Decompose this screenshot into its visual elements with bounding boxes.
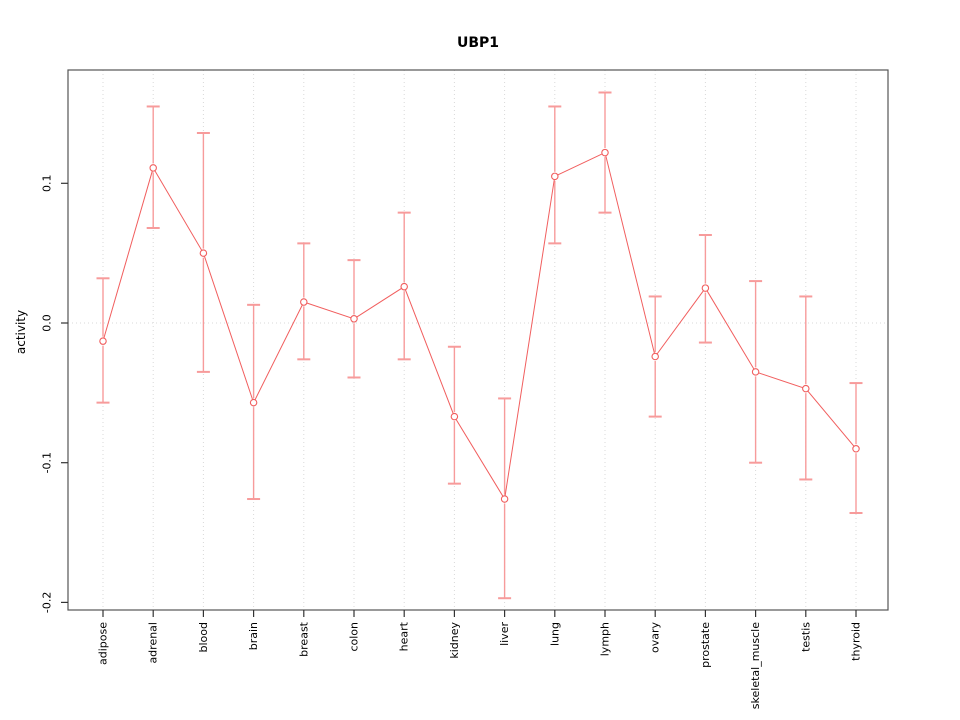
x-tick-label: breast [297,621,310,657]
x-tick-label: kidney [448,622,461,659]
x-tick-label: heart [398,621,411,651]
x-tick-label: colon [348,622,361,652]
x-tick-label: adipose [97,622,110,665]
error-bars-layer [96,91,863,600]
y-axis-label: activity [14,310,28,354]
data-points-layer [99,148,860,503]
gridlines-layer [68,70,888,610]
data-point [852,444,860,453]
x-tick-label: testis [799,622,812,652]
x-tick-label: liver [498,622,511,646]
chart-title: UBP1 [457,35,499,51]
data-point [249,398,258,407]
data-point [802,384,810,393]
data-point [551,172,559,181]
plot-box [67,69,889,611]
y-tick-label: -0.2 [41,592,54,613]
data-point [350,315,358,323]
x-tick-label: ovary [649,622,662,654]
data-point [500,495,509,503]
x-tick-label: prostate [699,622,712,668]
x-tick-label: brain [247,622,260,650]
series-line-layer [102,151,857,501]
data-point [400,282,408,291]
data-point [450,412,459,421]
data-point [149,164,157,172]
axes-layer: 0.1 0.0 -0.1 -0.2 adipose adrenal blood brain br… [41,175,863,710]
series-line [102,151,857,501]
y-tick-label: 0.1 [41,175,54,193]
data-point [199,249,208,257]
data-point [651,352,659,361]
x-tick-label: lymph [599,622,612,656]
x-tick-label: adrenal [147,622,160,664]
x-tick-label: thyroid [850,622,863,661]
x-tick-label: lung [548,622,561,646]
data-point [300,298,308,306]
y-tick-label: 0.0 [41,314,54,332]
data-point [601,148,609,157]
data-point [701,284,710,292]
x-tick-label: skeletal_muscle [749,622,762,709]
data-point [99,337,107,345]
data-point [751,368,760,376]
y-tick-label: -0.1 [41,452,54,473]
x-tick-label: blood [197,622,210,652]
plot-box-layer [67,69,889,611]
